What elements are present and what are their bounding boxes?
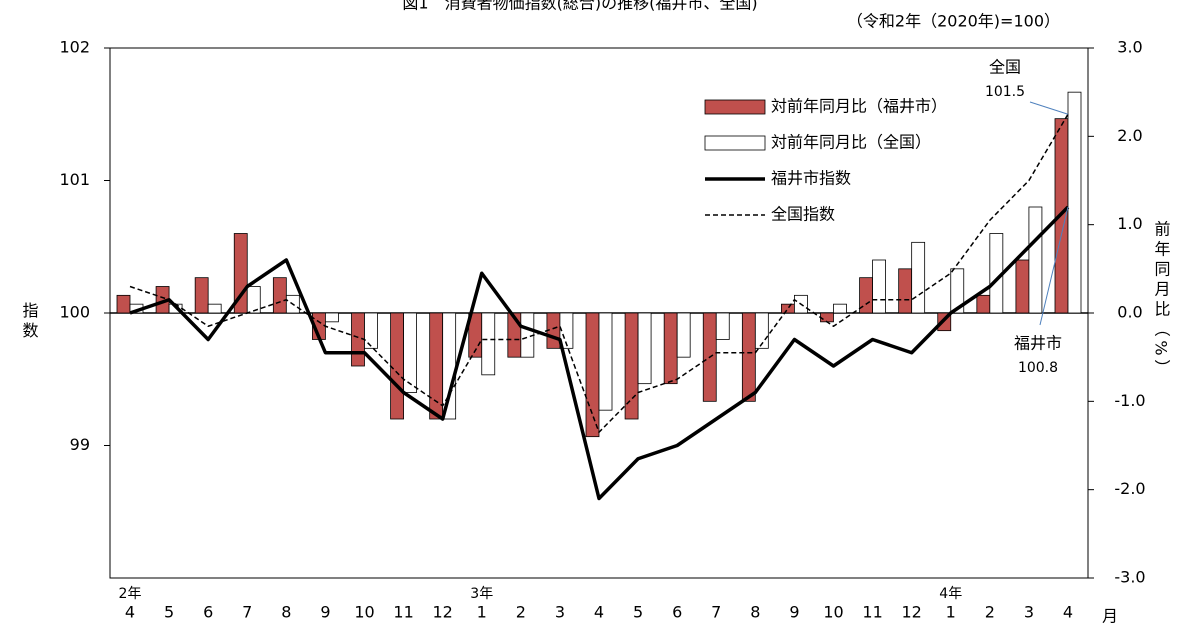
annotation-label: 全国 bbox=[989, 58, 1021, 77]
bar bbox=[976, 294, 991, 314]
x-tick-label: 3 bbox=[555, 603, 565, 622]
bar bbox=[403, 312, 417, 393]
annotation-leader bbox=[1029, 101, 1069, 115]
y2-tick-label: 3.0 bbox=[1117, 38, 1142, 57]
x-tick-label: 5 bbox=[164, 603, 174, 622]
x-tick-label: 12 bbox=[432, 603, 452, 622]
annotation-label: 福井市 bbox=[1014, 334, 1062, 353]
x-tick-label: 10 bbox=[823, 603, 843, 622]
bar bbox=[781, 303, 795, 314]
legend-swatch bbox=[704, 135, 766, 151]
x-tick-label: 12 bbox=[901, 603, 921, 622]
bar bbox=[1028, 206, 1043, 314]
annotation-leader bbox=[1039, 206, 1069, 326]
bar bbox=[833, 303, 847, 314]
x-group-label: 4年 bbox=[939, 586, 962, 602]
bar bbox=[272, 277, 287, 314]
x-tick-label: 11 bbox=[862, 603, 882, 622]
legend-label: 全国指数 bbox=[771, 205, 835, 224]
legend-label: 対前年同月比（福井市） bbox=[771, 97, 947, 116]
x-tick-label: 4 bbox=[125, 603, 135, 622]
x-tick-label: 7 bbox=[242, 603, 252, 622]
chart-title: 図1 消費者物価指数(総合)の推移(福井市、全国) bbox=[402, 0, 757, 13]
legend-label: 対前年同月比（全国） bbox=[771, 133, 931, 152]
x-tick-label: 8 bbox=[750, 603, 760, 622]
bar bbox=[637, 312, 652, 385]
y2-tick-label: -2.0 bbox=[1114, 479, 1145, 498]
bar bbox=[429, 312, 444, 420]
x-tick-label: 9 bbox=[320, 603, 330, 622]
x-tick-label: 3 bbox=[1024, 603, 1034, 622]
y2-tick-label: -3.0 bbox=[1114, 568, 1145, 587]
bar bbox=[246, 286, 261, 314]
x-tick-label: 7 bbox=[711, 603, 721, 622]
x-unit-label: 月 bbox=[1102, 607, 1118, 626]
bar bbox=[715, 312, 730, 340]
bar bbox=[872, 259, 886, 314]
y-tick-label: 99 bbox=[70, 435, 90, 454]
x-tick-label: 4 bbox=[1063, 603, 1073, 622]
bar bbox=[481, 312, 496, 376]
legend-label: 福井市指数 bbox=[771, 169, 851, 188]
y2-tick-label: 0.0 bbox=[1117, 303, 1142, 322]
bar bbox=[911, 241, 926, 314]
annotation-value: 100.8 bbox=[1018, 360, 1058, 376]
y-tick-label: 100 bbox=[59, 303, 90, 322]
x-tick-label: 4 bbox=[594, 603, 604, 622]
x-group-label: 2年 bbox=[119, 586, 142, 602]
bar bbox=[1067, 91, 1082, 314]
bar bbox=[741, 312, 756, 402]
y2-tick-label: 1.0 bbox=[1117, 214, 1142, 233]
x-tick-label: 6 bbox=[203, 603, 213, 622]
bar bbox=[194, 277, 209, 314]
chart-subtitle: （令和2年（2020年)=100） bbox=[847, 12, 1060, 31]
bar bbox=[950, 268, 965, 314]
x-tick-label: 9 bbox=[789, 603, 799, 622]
y2-axis-label: 前年同月比（%） bbox=[1152, 220, 1171, 379]
bar bbox=[598, 312, 613, 411]
x-tick-label: 6 bbox=[672, 603, 682, 622]
x-group-label: 3年 bbox=[470, 586, 493, 602]
x-tick-label: 1 bbox=[477, 603, 487, 622]
bar bbox=[390, 312, 404, 420]
bar bbox=[898, 268, 913, 314]
y-axis-label: 指数 bbox=[20, 302, 39, 342]
x-tick-label: 1 bbox=[946, 603, 956, 622]
bar bbox=[585, 312, 600, 438]
bar bbox=[364, 312, 378, 349]
bar bbox=[442, 312, 457, 420]
legend-swatch bbox=[704, 99, 766, 115]
x-tick-label: 11 bbox=[393, 603, 413, 622]
bar bbox=[559, 312, 574, 349]
bar bbox=[116, 294, 131, 314]
line-series bbox=[129, 205, 1070, 501]
y2-tick-label: 2.0 bbox=[1117, 126, 1142, 145]
x-tick-label: 2 bbox=[985, 603, 995, 622]
bar bbox=[820, 312, 834, 323]
x-tick-label: 10 bbox=[354, 603, 374, 622]
line-series bbox=[129, 113, 1069, 433]
annotation-value: 101.5 bbox=[985, 84, 1025, 100]
bar bbox=[663, 312, 678, 385]
y-tick-label: 102 bbox=[59, 38, 90, 57]
bar bbox=[1015, 259, 1030, 314]
bar bbox=[325, 312, 339, 323]
y2-tick-label: -1.0 bbox=[1114, 391, 1145, 410]
x-tick-label: 2 bbox=[516, 603, 526, 622]
y-tick-label: 101 bbox=[59, 170, 90, 189]
bar bbox=[207, 303, 222, 314]
x-tick-label: 5 bbox=[633, 603, 643, 622]
x-tick-label: 8 bbox=[281, 603, 291, 622]
bar bbox=[676, 312, 691, 358]
